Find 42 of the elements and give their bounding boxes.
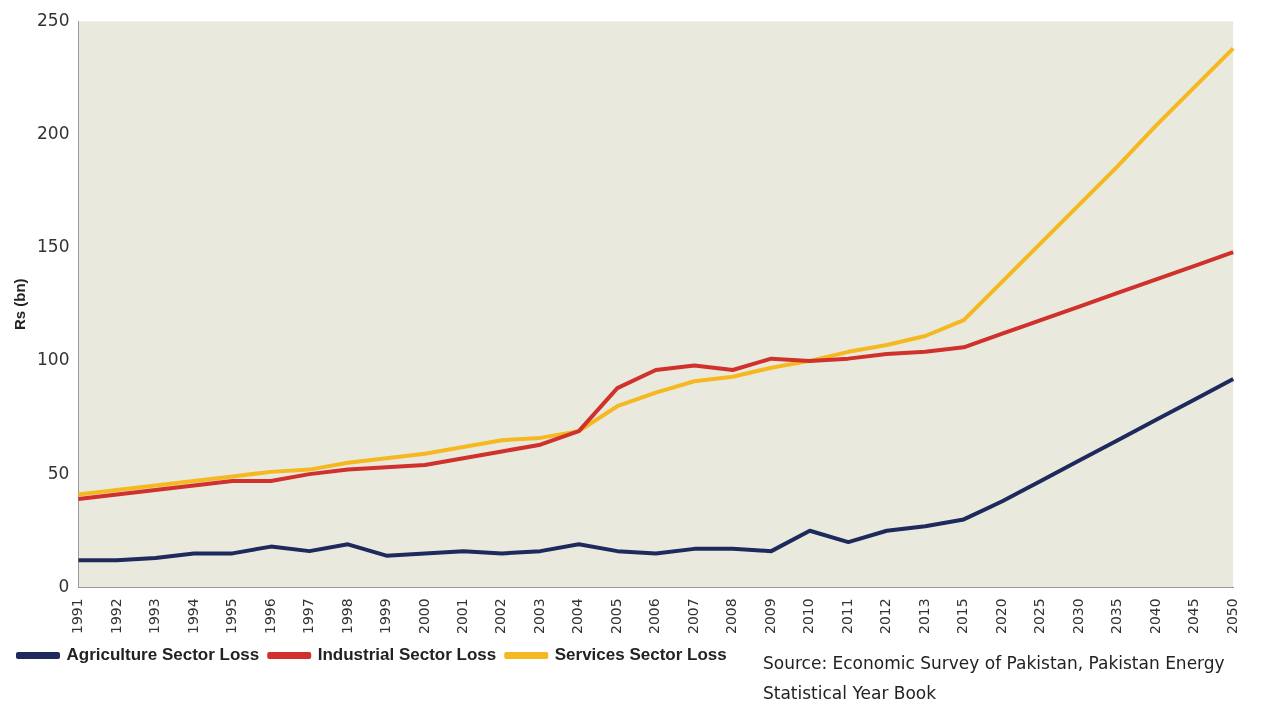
x-tick-label: 2045 [1185, 598, 1202, 635]
x-tick-label: 2007 [684, 598, 701, 635]
x-tick-label: 2000 [415, 598, 432, 635]
legend-label: Industrial Sector Loss [317, 645, 497, 665]
x-tick-label: 2001 [454, 598, 471, 635]
x-tick-label: 2035 [1108, 598, 1125, 635]
x-tick-label: 1997 [300, 598, 317, 635]
y-tick-label: 150 [36, 236, 70, 257]
x-tick-label: 1998 [338, 598, 355, 635]
x-tick-label: 1996 [261, 598, 278, 635]
x-tick-label: 2003 [530, 598, 547, 635]
y-tick-label: 50 [47, 462, 70, 483]
source-note: Source: Economic Survey of Pakistan, Pakistan Energy Statistical Year Book [763, 652, 1226, 705]
x-tick-label: 2015 [954, 598, 971, 635]
x-tick-label: 1991 [69, 598, 86, 635]
y-tick-label: 250 [36, 9, 70, 30]
x-tick-label: 2030 [1069, 598, 1086, 635]
x-tick-label: 1999 [377, 598, 394, 635]
x-tick-label: 2010 [800, 598, 817, 635]
x-tick-label: 1993 [146, 598, 163, 635]
y-tick-label: 100 [36, 349, 70, 370]
y-tick-label: 200 [36, 122, 70, 143]
x-tick-label: 2020 [992, 598, 1009, 635]
y-tick-label: 0 [58, 575, 70, 596]
y-axis-title: Rs (bn) [11, 278, 29, 331]
x-tick-label: 2005 [607, 598, 624, 635]
x-tick-label: 2006 [646, 598, 663, 635]
x-tick-label: 2011 [838, 598, 855, 635]
x-tick-label: 1992 [107, 598, 124, 635]
x-tick-label: 2050 [1223, 598, 1240, 635]
x-tick-label: 1995 [223, 598, 240, 635]
x-tick-label: 2013 [915, 598, 932, 635]
x-tick-label: 2009 [761, 598, 778, 635]
x-tick-label: 2008 [723, 598, 740, 635]
x-tick-label: 1994 [184, 598, 201, 635]
x-tick-label: 2002 [492, 598, 509, 635]
x-tick-label: 2025 [1031, 598, 1048, 635]
legend-label: Services Sector Loss [554, 645, 727, 665]
x-tick-label: 2012 [877, 598, 894, 635]
x-tick-label: 2040 [1146, 598, 1163, 635]
legend-label: Agriculture Sector Loss [66, 645, 260, 665]
x-tick-label: 2004 [569, 598, 586, 635]
